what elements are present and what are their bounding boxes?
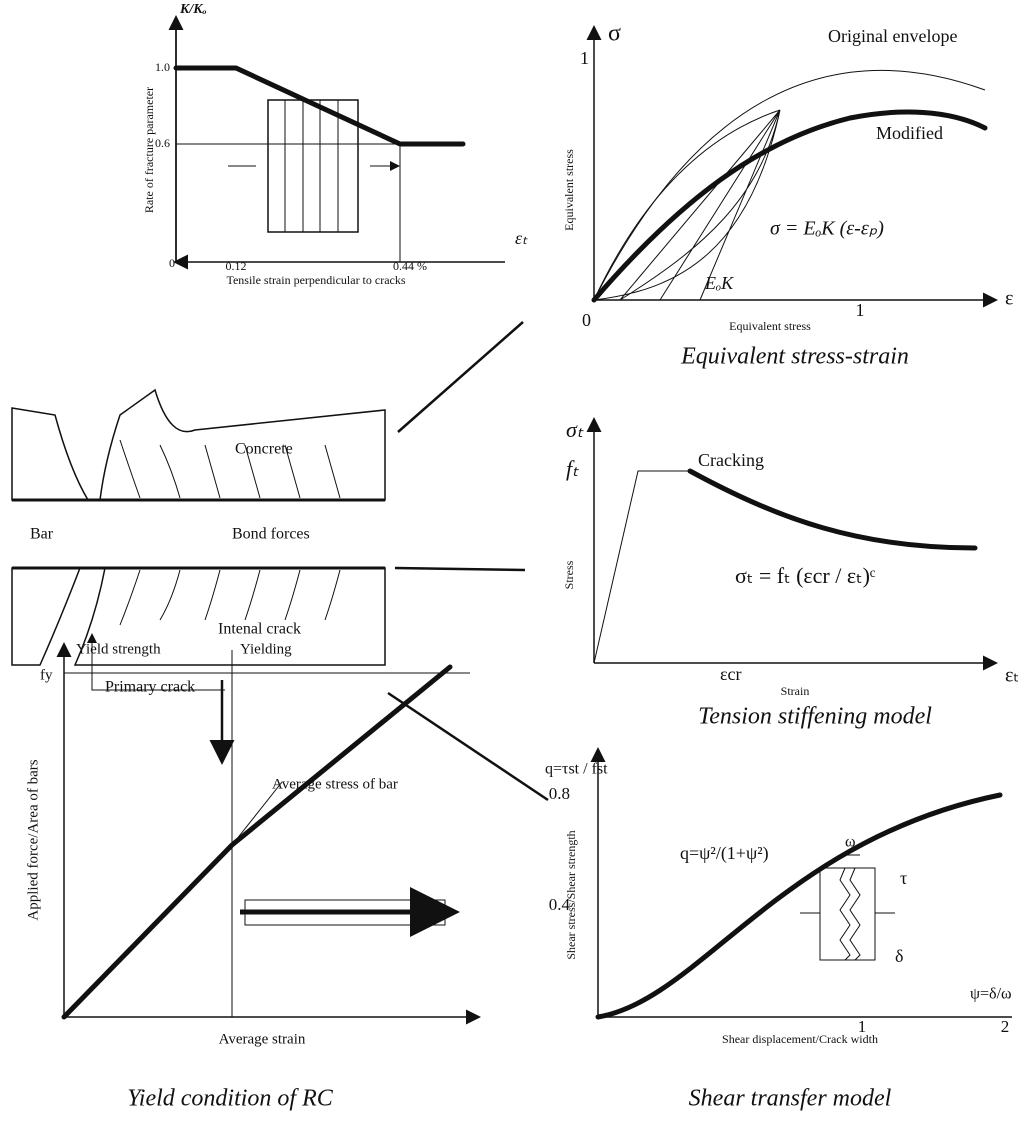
label: K/Kₒ	[179, 2, 207, 17]
label: Bar	[30, 526, 54, 543]
yield-curve	[61, 664, 453, 1020]
label: Intenal crack	[218, 621, 301, 638]
cycles	[593, 109, 781, 301]
label: Average stress of bar	[272, 776, 398, 792]
label: Concrete	[235, 441, 293, 458]
label: EₒK	[704, 273, 734, 293]
bar	[12, 498, 385, 570]
label: σ	[608, 21, 621, 47]
label: δ	[895, 946, 903, 966]
shear-panel: q=τst / fst 0.8 0.4 1 2 ψ=δ/ω q=ψ²/(1+ψ²…	[545, 747, 1012, 1112]
label: Bond forces	[232, 526, 310, 543]
label: σₜ	[566, 417, 584, 442]
equivalent-panel: σ 1 0 1 ε Original envelope Modified σ =…	[562, 21, 1014, 370]
tick-label: 0.4	[549, 895, 571, 914]
shear-inset	[800, 854, 895, 961]
guide	[176, 143, 401, 262]
tick-label: fₜ	[566, 456, 579, 481]
tick-label: 0.12	[226, 259, 247, 273]
label: Stress	[562, 560, 576, 589]
yield-panel: Yield strength Yielding fy Applied force…	[25, 641, 481, 1112]
caption: Equivalent stress-strain	[680, 344, 909, 370]
guides	[64, 650, 470, 1017]
label: ψ=δ/ω	[970, 986, 1012, 1003]
shear-curve	[595, 792, 1003, 1020]
label: q=ψ²/(1+ψ²)	[680, 843, 769, 864]
tick-label: 2	[1001, 1017, 1010, 1036]
label: q=τst / fst	[545, 761, 608, 778]
curve	[173, 65, 466, 147]
concrete-lower	[11, 567, 386, 666]
modified-curve	[591, 109, 988, 303]
tick-label: 0.6	[155, 136, 170, 150]
tick-label: 1	[580, 48, 589, 68]
inset-lines	[228, 100, 398, 232]
label: Equivalent stress	[729, 319, 811, 333]
label: ω	[845, 834, 856, 851]
label: Cracking	[698, 450, 764, 470]
pre-crack	[593, 470, 690, 664]
envelope	[593, 69, 986, 301]
tick-label: 1	[858, 1017, 867, 1036]
tick-label: fy	[40, 667, 53, 683]
internal-cracks	[119, 439, 341, 626]
flow-arrows	[222, 321, 549, 802]
label: σₜ = fₜ (εcr / εₜ)ᶜ	[735, 563, 876, 588]
label: σ = EₒK (ε-εₚ)	[770, 218, 884, 240]
label: ε	[1005, 288, 1013, 310]
label: Modified	[876, 123, 943, 143]
tick-label: 1.0	[155, 60, 170, 74]
label: τ	[900, 868, 907, 888]
tension-panel: σₜ fₜ Cracking Stress σₜ = fₜ (εcr / εₜ)…	[562, 417, 1019, 730]
inset	[267, 99, 359, 233]
caption: Tension stiffening model	[698, 704, 932, 730]
label: Original envelope	[828, 26, 957, 46]
primary-pointer	[92, 635, 225, 691]
tick-label: 0.8	[549, 784, 570, 803]
label: Equivalent stress	[562, 149, 576, 231]
label: Primary crack	[105, 679, 195, 696]
label: Shear displacement/Crack width	[722, 1032, 878, 1046]
label: Shear stress/Shear strength	[564, 830, 578, 959]
label: Rate of fracture parameter	[142, 87, 156, 213]
label: Yield strength	[76, 641, 161, 657]
tick-label: 0	[169, 256, 175, 270]
label: εₜ	[1005, 665, 1019, 687]
tick-label: εcr	[720, 664, 742, 684]
label: εₜ	[515, 228, 528, 248]
tick-label: 0.44 %	[393, 259, 427, 273]
label: Strain	[781, 684, 810, 698]
tick-label: 1	[856, 300, 865, 320]
label: Tensile strain perpendicular to cracks	[226, 273, 405, 287]
tick-label: 0	[582, 310, 591, 330]
label: Applied force/Area of bars	[25, 759, 41, 920]
caption: Yield condition of RC	[127, 1086, 334, 1112]
axes	[176, 18, 505, 262]
label: Average strain	[219, 1031, 306, 1047]
fracture-panel: K/Kₒ 1.0 0.6 0 0.12 0.44 % εₜ Tensile st…	[142, 2, 528, 287]
label: Yielding	[240, 641, 292, 657]
softening-curve	[687, 468, 978, 551]
concrete-upper	[11, 388, 386, 501]
caption: Shear transfer model	[689, 1086, 892, 1112]
bond-diagram: Concrete Bar Bond forces Intenal crack P…	[11, 388, 386, 696]
